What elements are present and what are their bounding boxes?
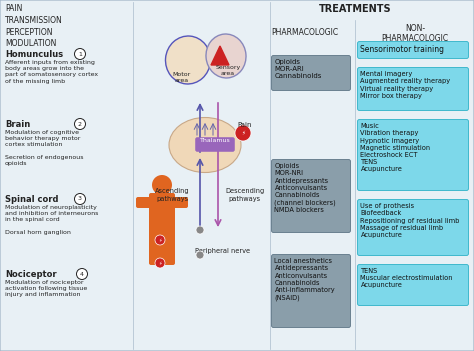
Text: TENS
Muscular electrostimulation
Acupuncture: TENS Muscular electrostimulation Acupunc… [361, 268, 453, 289]
Circle shape [155, 235, 165, 245]
Circle shape [196, 251, 204, 259]
Text: 3: 3 [78, 197, 82, 201]
Text: Brain: Brain [5, 120, 30, 129]
Text: 1: 1 [78, 52, 82, 57]
Text: Thalamus: Thalamus [200, 138, 230, 143]
FancyBboxPatch shape [149, 193, 175, 235]
Text: Homunculus: Homunculus [5, 50, 63, 59]
Text: Sensory
area: Sensory area [215, 65, 241, 76]
Text: ⚡: ⚡ [158, 260, 162, 265]
Text: 2: 2 [78, 121, 82, 126]
Text: Mental imagery
Augmented reality therapy
Virtual reality therapy
Mirror box ther: Mental imagery Augmented reality therapy… [361, 71, 451, 99]
Text: Descending
pathways: Descending pathways [225, 188, 264, 201]
Circle shape [74, 193, 85, 205]
Text: 4: 4 [80, 272, 84, 277]
FancyBboxPatch shape [272, 55, 350, 91]
FancyBboxPatch shape [357, 41, 468, 59]
FancyBboxPatch shape [272, 159, 350, 232]
FancyBboxPatch shape [136, 197, 154, 208]
Ellipse shape [165, 36, 210, 84]
Text: Spinal cord: Spinal cord [5, 195, 58, 204]
Text: Pain: Pain [237, 122, 252, 128]
Text: TREATMENTS: TREATMENTS [319, 4, 392, 14]
Ellipse shape [206, 34, 246, 78]
FancyBboxPatch shape [162, 231, 175, 265]
Text: Local anesthetics
Antidepressants
Anticonvulsants
CannabinoIds
Anti-inflammatory: Local anesthetics Antidepressants Antico… [274, 258, 335, 301]
Circle shape [74, 48, 85, 60]
FancyBboxPatch shape [149, 231, 162, 265]
Text: PAIN
TRANSMISSION
PERCEPTION
MODULATION: PAIN TRANSMISSION PERCEPTION MODULATION [5, 4, 63, 48]
Text: Motor
area: Motor area [173, 72, 191, 83]
Text: PHARMACOLOGIC: PHARMACOLOGIC [272, 28, 338, 37]
FancyBboxPatch shape [272, 254, 350, 327]
Text: Modulation of cognitive
behavior therapy motor
cortex stimulation

Secretion of : Modulation of cognitive behavior therapy… [5, 130, 83, 166]
FancyBboxPatch shape [195, 138, 235, 152]
Circle shape [76, 269, 88, 279]
Text: ⚡: ⚡ [241, 131, 245, 135]
Text: Nociceptor: Nociceptor [5, 270, 56, 279]
FancyBboxPatch shape [357, 67, 468, 111]
Text: NON-
PHARMACOLOGIC: NON- PHARMACOLOGIC [382, 24, 448, 44]
Text: Sensorimotor training: Sensorimotor training [361, 45, 445, 54]
FancyBboxPatch shape [357, 199, 468, 256]
Ellipse shape [169, 118, 241, 172]
FancyBboxPatch shape [357, 119, 468, 191]
Text: Modulation of nociceptor
activation following tissue
injury and inflammation: Modulation of nociceptor activation foll… [5, 280, 87, 297]
Text: Peripheral nerve: Peripheral nerve [195, 248, 250, 254]
Text: Ascending
pathways: Ascending pathways [155, 188, 190, 201]
Circle shape [74, 119, 85, 130]
Polygon shape [211, 46, 229, 65]
Text: Use of prothesis
Biofeedback
Repositioning of residual limb
Massage of residual : Use of prothesis Biofeedback Repositioni… [361, 203, 460, 238]
Circle shape [155, 258, 165, 268]
Text: Opioids
MOR-ARI
CannabinoIds: Opioids MOR-ARI CannabinoIds [274, 59, 322, 79]
Text: Opioids
MOR-NRI
Antidepressants
Anticonvulsants
CannabinoIds
(channel blockers)
: Opioids MOR-NRI Antidepressants Anticonv… [274, 163, 336, 213]
Text: Afferent inputs from existing
body areas grow into the
part of somatosensory cor: Afferent inputs from existing body areas… [5, 60, 98, 84]
Circle shape [196, 226, 204, 234]
Circle shape [152, 175, 172, 195]
Text: Modulation of neuroplasticity
and inhibition of interneurons
in the spinal cord
: Modulation of neuroplasticity and inhibi… [5, 205, 99, 235]
Text: Music
Vibration therapy
Hypnotic imagery
Magnetic stimulation
Electroshock ECT
T: Music Vibration therapy Hypnotic imagery… [361, 123, 430, 172]
FancyBboxPatch shape [170, 197, 188, 208]
Text: ⚡: ⚡ [158, 238, 162, 243]
FancyBboxPatch shape [357, 265, 468, 305]
Circle shape [235, 125, 251, 141]
